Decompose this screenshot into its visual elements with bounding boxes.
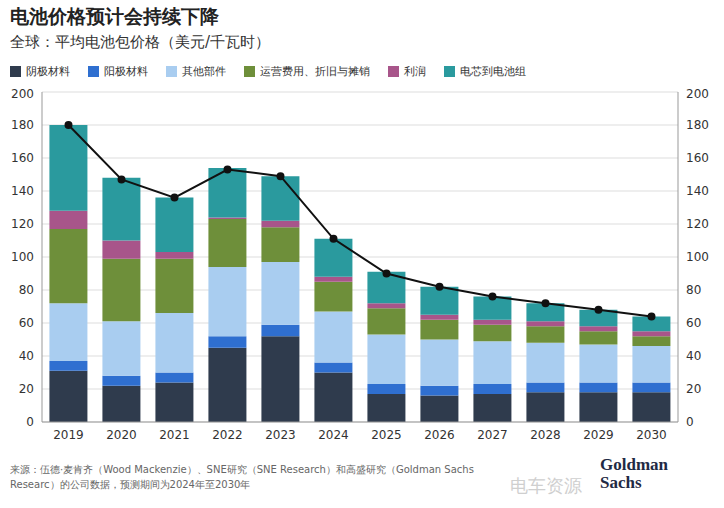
html-text:电芯到电池组: 电芯到电池组 bbox=[460, 65, 526, 78]
svg-text:200: 200 bbox=[11, 87, 34, 101]
svg-text:80: 80 bbox=[686, 283, 701, 297]
html-text:阴极材料: 阴极材料 bbox=[26, 65, 70, 78]
svg-text:2029: 2029 bbox=[583, 428, 614, 442]
svg-text:120: 120 bbox=[11, 217, 34, 231]
svg-text:120: 120 bbox=[686, 217, 709, 231]
svg-text:2028: 2028 bbox=[530, 428, 561, 442]
svg-text:20: 20 bbox=[686, 382, 701, 396]
svg-text:180: 180 bbox=[686, 118, 709, 132]
svg-text:2020: 2020 bbox=[106, 428, 137, 442]
svg-text:2023: 2023 bbox=[265, 428, 296, 442]
svg-text:100: 100 bbox=[686, 250, 709, 264]
svg-text:100: 100 bbox=[11, 250, 34, 264]
svg-text:160: 160 bbox=[11, 151, 34, 165]
html-text:全球：平均电池包价格（美元/千瓦时）: 全球：平均电池包价格（美元/千瓦时） bbox=[10, 33, 271, 51]
svg-text:40: 40 bbox=[686, 349, 701, 363]
html-text:来源：伍德·麦肯齐（Wood Mackenzie）、SNE研: 来源：伍德·麦肯齐（Wood Mackenzie）、SNE研究（SNE Rese… bbox=[10, 464, 474, 490]
html-text:电池价格预计会持续下降: 电池价格预计会持续下降 bbox=[10, 5, 219, 27]
svg-text:2025: 2025 bbox=[371, 428, 402, 442]
svg-text:2022: 2022 bbox=[212, 428, 243, 442]
svg-text:2019: 2019 bbox=[53, 428, 84, 442]
html-text:Goldman: Goldman bbox=[600, 455, 668, 474]
svg-text:2030: 2030 bbox=[636, 428, 667, 442]
html-text:Sachs: Sachs bbox=[600, 473, 642, 492]
svg-text:180: 180 bbox=[11, 118, 34, 132]
svg-text:0: 0 bbox=[26, 415, 34, 429]
svg-text:200: 200 bbox=[686, 87, 709, 101]
html-text:阳极材料: 阳极材料 bbox=[104, 65, 148, 78]
svg-text:160: 160 bbox=[686, 151, 709, 165]
html-text:电车资源: 电车资源 bbox=[510, 475, 582, 496]
svg-text:2024: 2024 bbox=[318, 428, 349, 442]
svg-text:2026: 2026 bbox=[424, 428, 455, 442]
svg-text:2021: 2021 bbox=[159, 428, 190, 442]
svg-text:80: 80 bbox=[19, 283, 34, 297]
svg-text:0: 0 bbox=[686, 415, 694, 429]
html-text:利润: 利润 bbox=[404, 65, 426, 78]
svg-text:20: 20 bbox=[19, 382, 34, 396]
svg-text:60: 60 bbox=[686, 316, 701, 330]
html-text:运营费用、折旧与摊销: 运营费用、折旧与摊销 bbox=[260, 65, 370, 78]
svg-text:40: 40 bbox=[19, 349, 34, 363]
svg-text:140: 140 bbox=[686, 184, 709, 198]
html-text:其他部件: 其他部件 bbox=[182, 65, 226, 78]
svg-text:60: 60 bbox=[19, 316, 34, 330]
svg-text:140: 140 bbox=[11, 184, 34, 198]
svg-text:2027: 2027 bbox=[477, 428, 508, 442]
